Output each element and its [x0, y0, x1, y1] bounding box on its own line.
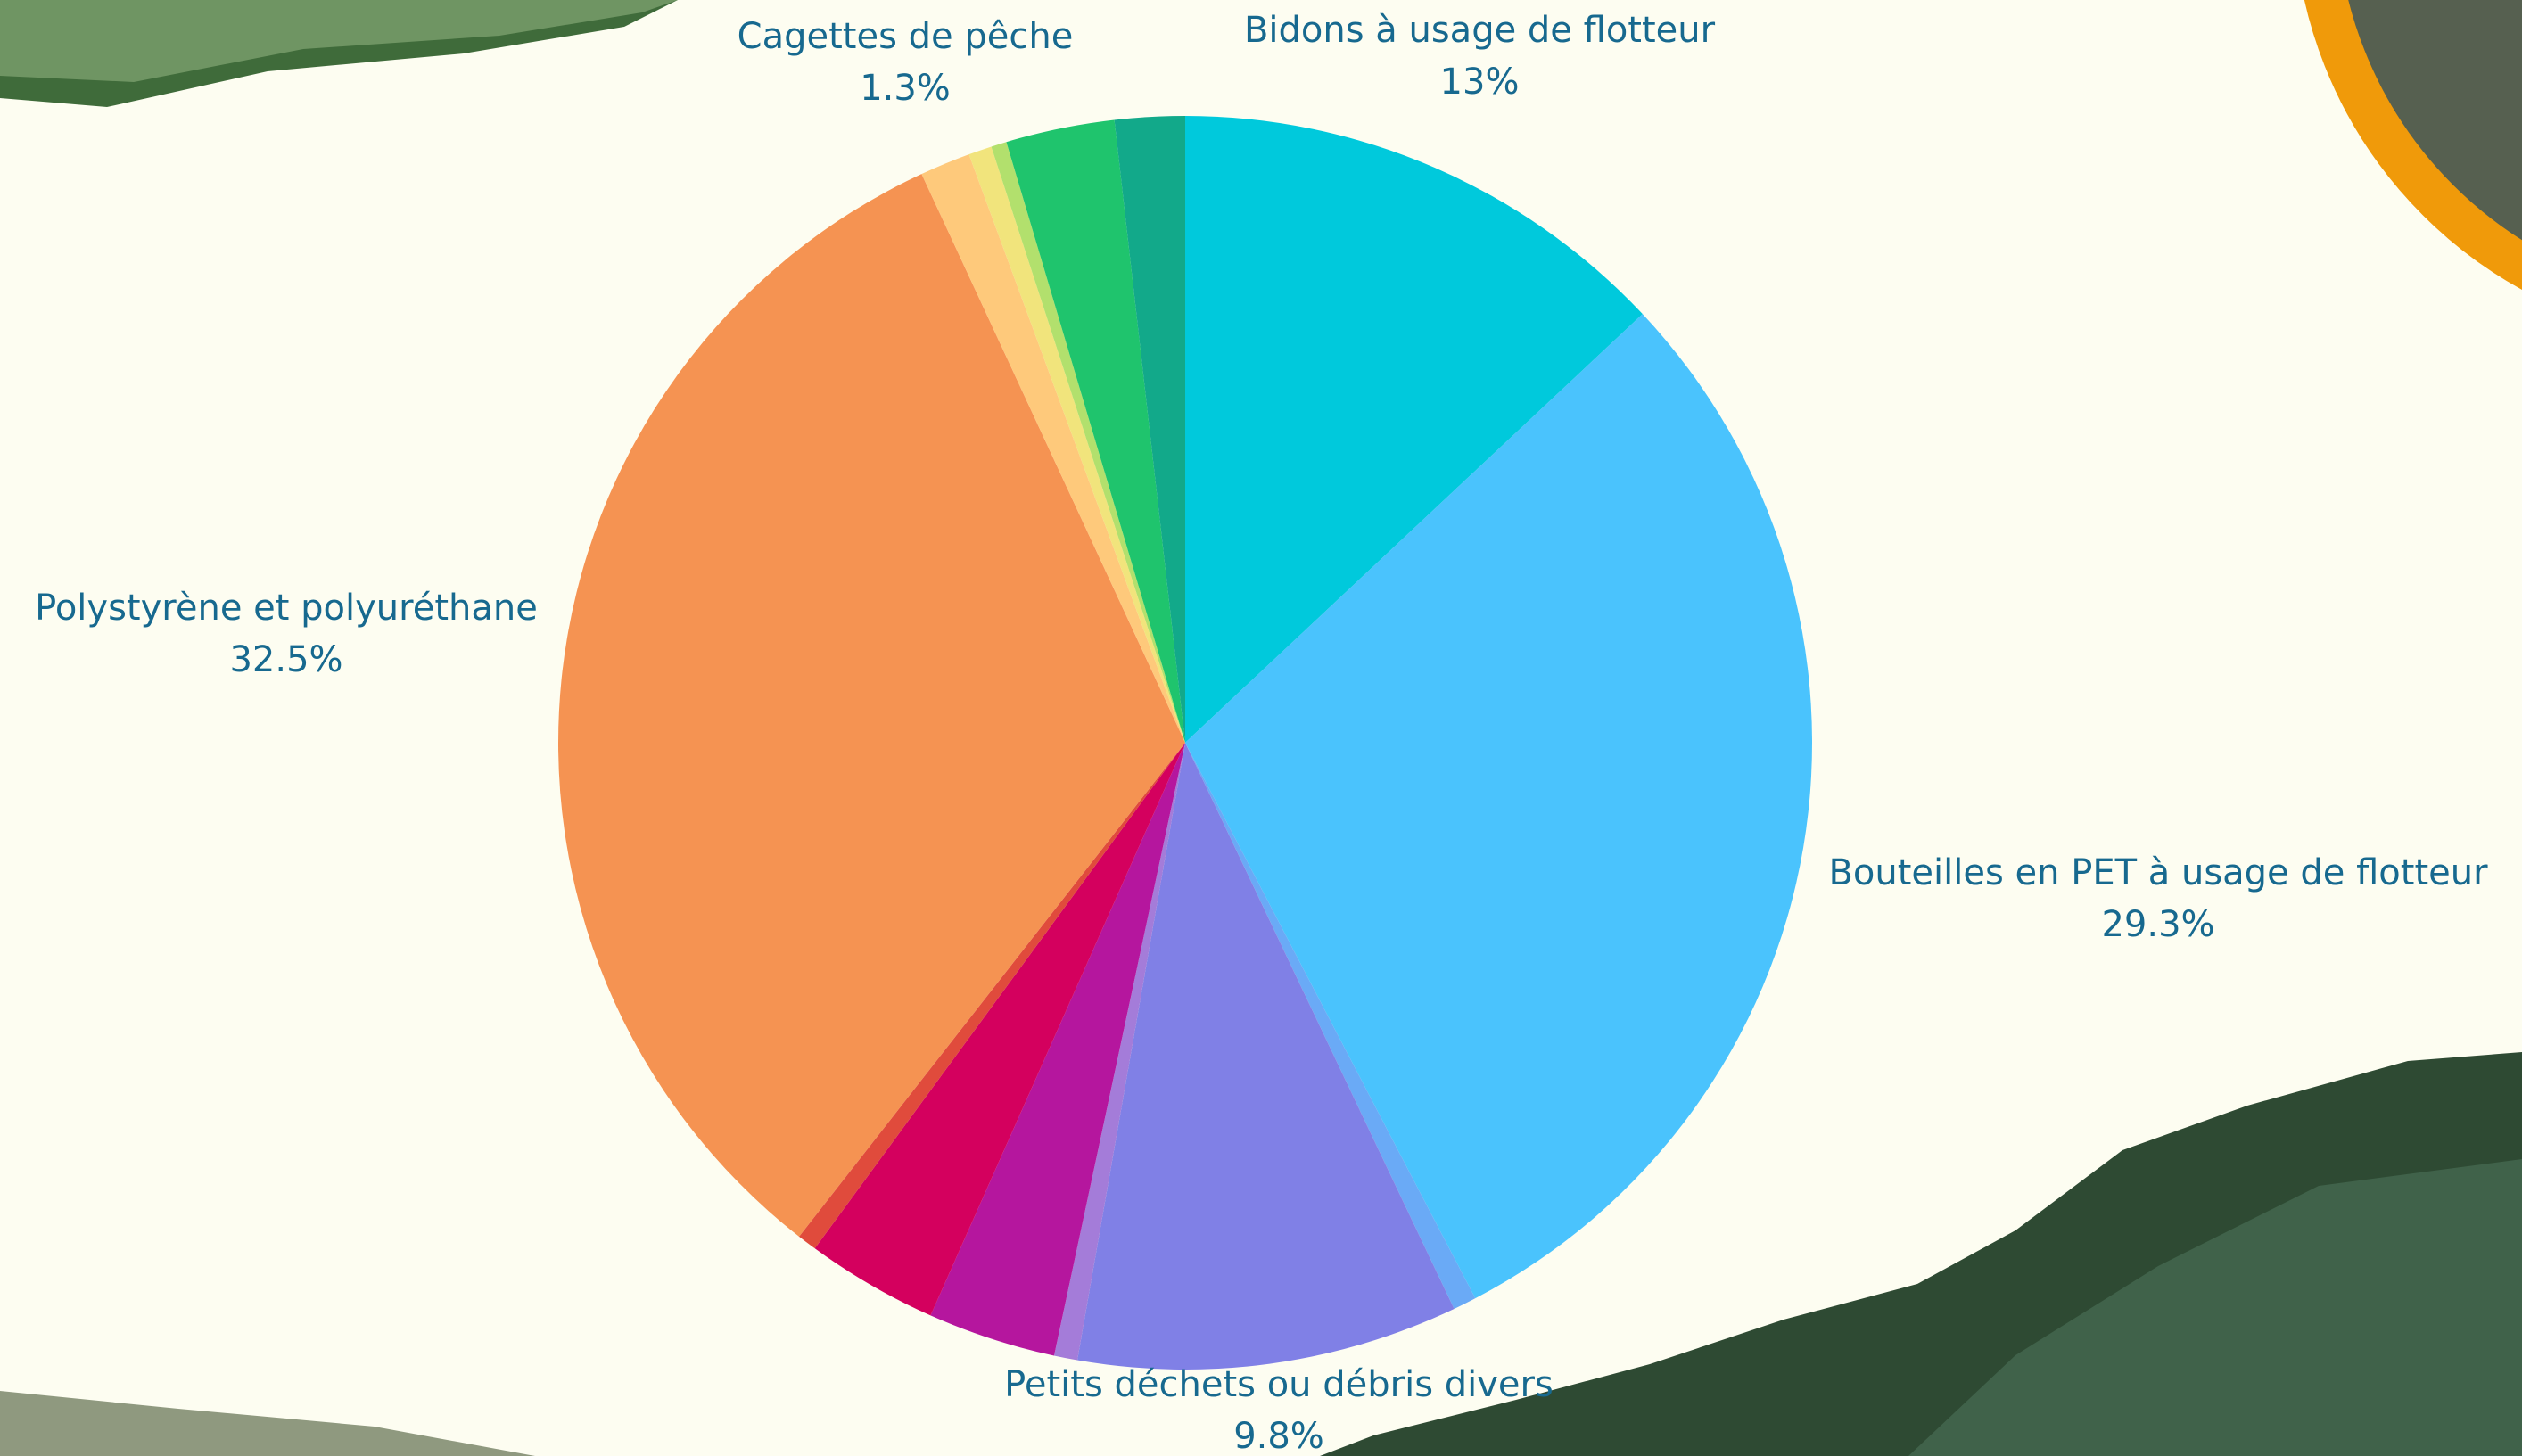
pie-slice — [1185, 743, 1476, 1310]
slice-value-label: 13% — [1440, 62, 1520, 103]
pie-slice — [1185, 116, 1643, 743]
slice-label: Petits déchets ou débris divers — [1004, 1364, 1554, 1405]
slice-label: Bouteilles en PET à usage de flotteur — [1828, 852, 2488, 893]
slice-label: Polystyrène et polyuréthane — [35, 588, 538, 629]
pie-slice — [968, 146, 1185, 744]
pie-slice — [799, 743, 1185, 1249]
pie-slice — [1053, 743, 1185, 1361]
palm-highlight — [0, 0, 678, 82]
slice-value-label: 29.3% — [2101, 904, 2214, 945]
pie-slice — [991, 142, 1185, 744]
pie — [558, 116, 1812, 1370]
ground-decoration — [0, 1391, 535, 1456]
pie-slice — [1114, 116, 1185, 743]
slice-value-label: 1.3% — [860, 68, 951, 109]
pie-slice — [921, 154, 1185, 744]
labels: Bidons à usage de flotteur 13% Bouteilles … — [35, 10, 2488, 1456]
slice-label: Cagettes de pêche — [738, 16, 1074, 57]
pie-slice — [1185, 314, 1812, 1299]
pie-slice — [558, 174, 1185, 1237]
pie-slice — [1006, 119, 1185, 743]
pie-slice — [930, 743, 1185, 1356]
pie-slice — [1077, 743, 1455, 1370]
slice-value-label: 9.8% — [1233, 1416, 1324, 1456]
foliage-leaves — [1908, 1159, 2522, 1456]
slice-value-label: 32.5% — [229, 639, 342, 680]
pie-slice — [814, 743, 1185, 1316]
photo-ring — [2304, 0, 2522, 290]
slice-label: Bidons à usage de flotteur — [1244, 10, 1716, 51]
